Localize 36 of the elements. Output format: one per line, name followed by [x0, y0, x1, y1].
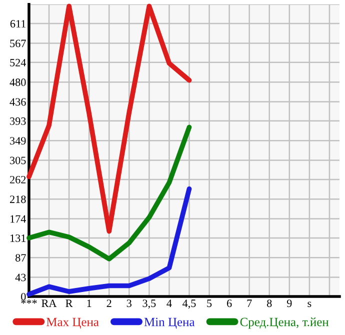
y-tick-label: 0 — [21, 292, 26, 300]
y-tick-label: 262 — [10, 176, 26, 184]
x-tick-label: R — [66, 300, 73, 307]
x-tick-label: 7 — [247, 300, 252, 307]
x-tick-label: 8 — [267, 300, 272, 308]
legend-label: Max Цена — [46, 318, 99, 329]
x-tick-label: 1 — [87, 300, 92, 307]
y-tick-label: 43 — [15, 274, 26, 282]
x-tick-label: 9 — [286, 300, 292, 308]
line-series — [26, 4, 192, 234]
x-tick-label: 6 — [227, 300, 232, 308]
legend-label: Min Цена — [144, 318, 195, 329]
y-tick-label: 87 — [16, 254, 26, 262]
y-tick-label: 349 — [10, 137, 26, 145]
x-tick-label: *** — [21, 300, 37, 304]
x-tick-label: 4 — [166, 300, 172, 307]
legend-label: Сред.Цена, т.йен — [240, 318, 329, 329]
y-tick-label: 567 — [10, 40, 26, 48]
y-tick-label: 174 — [10, 215, 26, 223]
y-tick-label: 611 — [10, 20, 26, 28]
line-series — [26, 124, 192, 262]
y-tick-label: 305 — [10, 156, 26, 164]
y-tick-label: 524 — [10, 58, 26, 66]
y-tick-label: 393 — [10, 117, 26, 125]
y-tick-label: 218 — [10, 196, 26, 204]
x-tick-label: 3,5 — [142, 300, 156, 309]
x-tick-label: 2 — [106, 300, 112, 307]
line-series — [26, 186, 192, 297]
y-tick-label: 436 — [10, 98, 26, 106]
x-tick-label: 3 — [126, 300, 132, 308]
x-tick-label: 5 — [207, 300, 212, 308]
x-tick-label: 4,5 — [182, 300, 196, 309]
y-tick-label: 131 — [10, 234, 26, 242]
x-tick-label: RA — [42, 300, 57, 307]
x-tick-label: s — [308, 302, 312, 308]
y-tick-label: 480 — [10, 78, 26, 86]
